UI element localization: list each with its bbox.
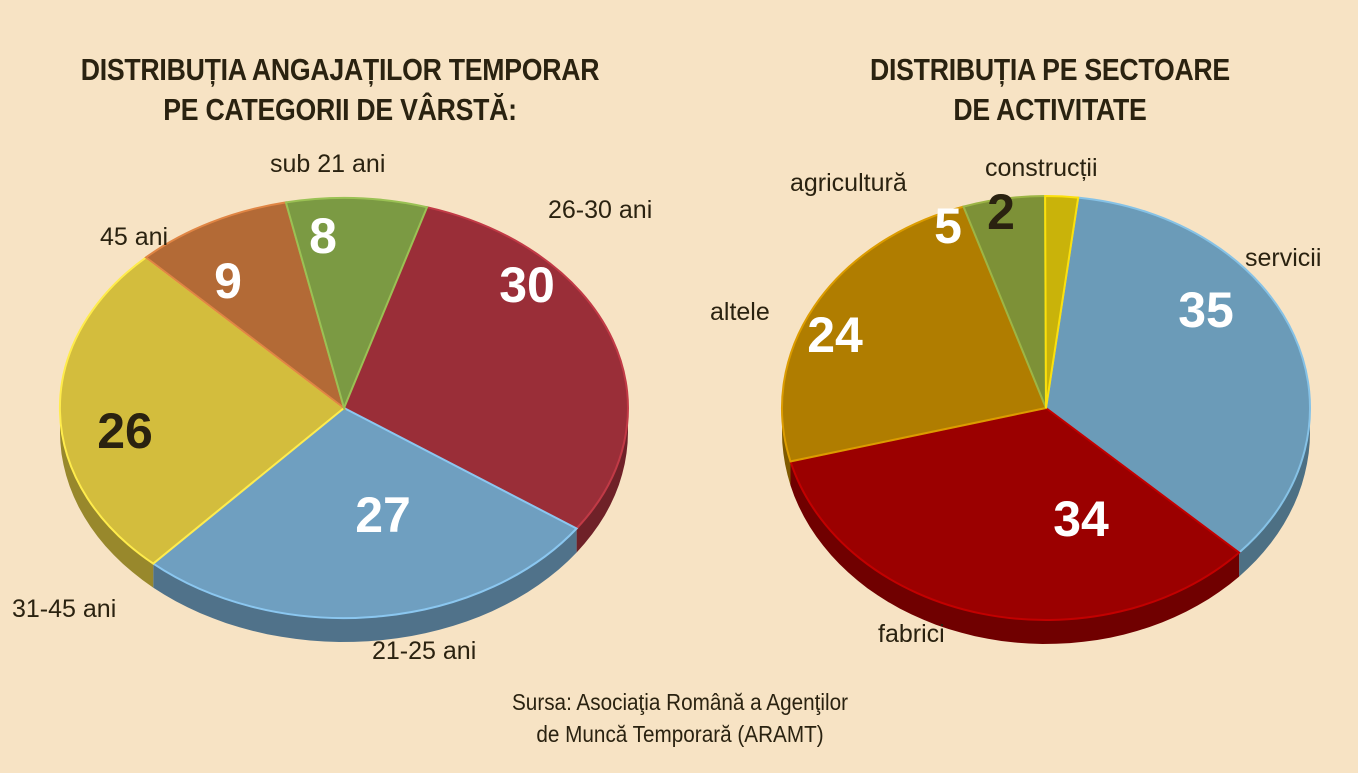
pie-slice-fabrici (789, 406, 1241, 622)
pie-value-21-25-ani: 27 (355, 487, 411, 543)
pie-sides (60, 408, 628, 642)
pie-slice-altele (780, 205, 1048, 463)
pie-label-servicii: servicii (1245, 244, 1321, 272)
pie-label-constructii: construcții (985, 154, 1098, 182)
pie-slice-constructii (1044, 194, 1080, 409)
pie-side-fabrici (790, 461, 1240, 644)
pie-value-agricultura: 5 (934, 198, 962, 254)
pie-label-fabrici: fabrici (878, 620, 945, 648)
pie-label-sub-21-ani: sub 21 ani (270, 150, 385, 178)
pie-slice-servicii (1044, 196, 1311, 554)
pie-value-sub-21-ani: 8 (309, 208, 337, 264)
pie-value-45-ani: 9 (214, 253, 242, 309)
pie-label-21-25-ani: 21-25 ani (372, 637, 476, 665)
chart-title-age-line-2: PE CATEGORII DE VÂRSTĂ: (163, 92, 517, 127)
pie-side-servicii (1239, 408, 1310, 577)
chart-title-sector-line-1: DISTRIBUȚIA PE SECTOARE (870, 52, 1230, 87)
source-line-1: Sursa: Asociaţia Română a Agenţilor (511, 689, 848, 715)
pie-side-26-30-ani (576, 408, 628, 553)
chart-title-sector: DISTRIBUȚIA PE SECTOARE DE ACTIVITATE (775, 50, 1325, 130)
pie-value-31-45-ani: 26 (97, 403, 153, 459)
pie-value-servicii: 35 (1178, 282, 1234, 338)
pie-value-26-30-ani: 30 (499, 257, 555, 313)
pie-value-constructii: 2 (987, 184, 1015, 240)
pie-value-altele: 24 (807, 307, 863, 363)
chart-title-age-line-1: DISTRIBUȚIA ANGAJAȚILOR TEMPORAR (80, 52, 600, 87)
source-note: Sursa: Asociaţia Română a Agenţilor de M… (491, 686, 869, 750)
pie-slice-21-25-ani (151, 406, 579, 620)
chart-title-sector-line-2: DE ACTIVITATE (953, 92, 1147, 127)
pie-label-31-45-ani: 31-45 ani (12, 595, 116, 623)
pie-value-fabrici: 34 (1053, 491, 1109, 547)
pie-side-31-45-ani (60, 408, 154, 588)
pie-slice-31-45-ani (58, 256, 346, 565)
pie-label-45-ani: 45 ani (100, 223, 168, 251)
pie-label-altele: altele (710, 298, 770, 326)
pie-slice-26-30-ani (342, 206, 629, 530)
pie-slice-sub-21-ani (284, 197, 429, 412)
pie-side-21-25-ani (153, 528, 577, 642)
source-line-2: de Muncă Temporară (ARAMT) (536, 721, 824, 747)
pie-chart-sector: 35 34 24 5 2 servicii fabrici altele agricultură… (710, 154, 1321, 648)
pie-label-agricultura: agricultură (790, 169, 907, 197)
pie-slice-45-ani (144, 201, 346, 411)
chart-title-age: DISTRIBUȚIA ANGAJAȚILOR TEMPORAR PE CATE… (73, 50, 606, 130)
pie-label-26-30-ani: 26-30 ani (548, 196, 652, 224)
pie-chart-age: 30 27 26 9 8 26-30 ani 21-25 ani 31-45 ani 45 an… (12, 150, 652, 665)
